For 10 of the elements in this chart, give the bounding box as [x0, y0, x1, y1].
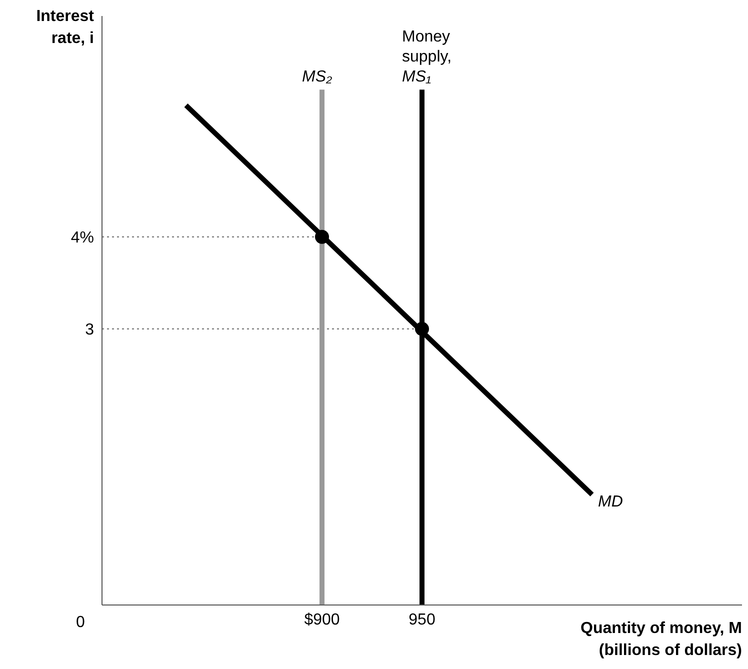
y-axis-title: Interest rate, i	[35, 7, 94, 49]
y-tick-label: 4%	[70, 230, 94, 247]
text: 0	[76, 614, 85, 632]
x-tick-label: 950	[408, 611, 436, 628]
series-label: Money supply, MS₁	[402, 28, 452, 86]
series-label: MD	[598, 494, 624, 511]
series-label: MS₂	[302, 68, 332, 86]
x-axis-title: Quantity of money, M (billions of dollars)	[580, 619, 742, 661]
x-tick-label: $900	[304, 611, 340, 628]
y-tick-label: 3	[85, 322, 94, 339]
